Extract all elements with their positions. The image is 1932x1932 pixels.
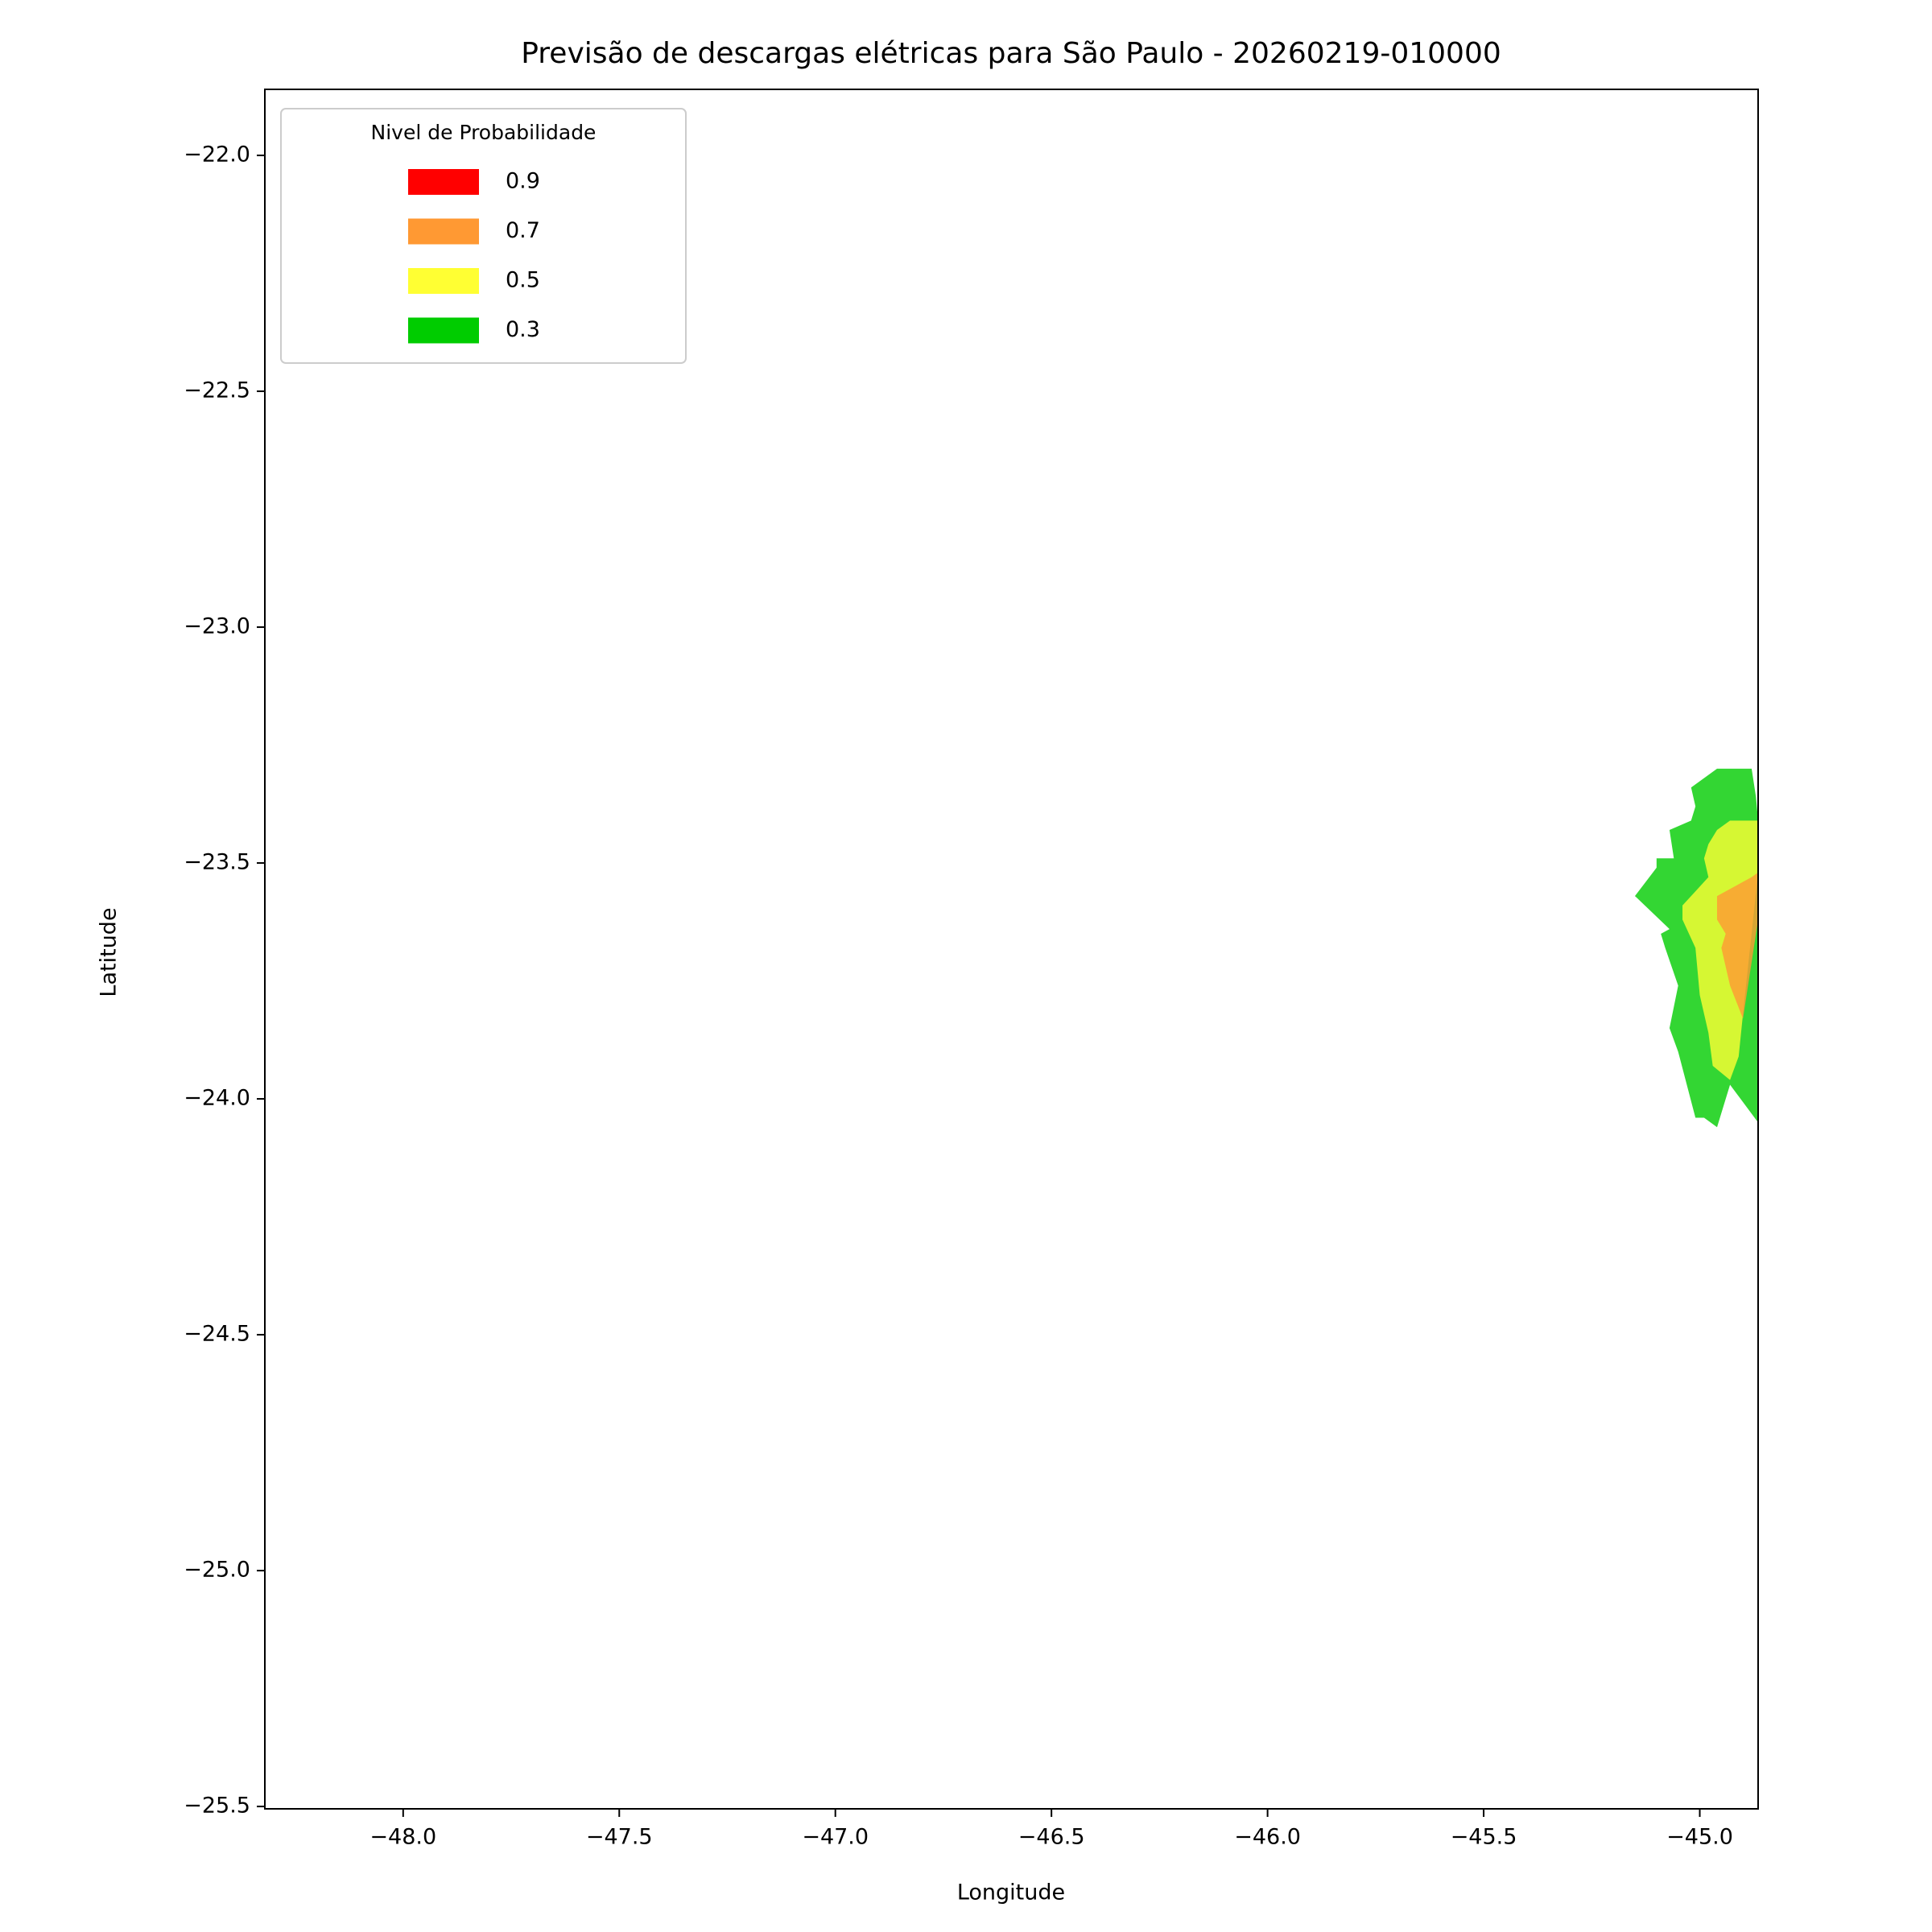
legend-label: 0.3 [506, 317, 540, 342]
legend-title: Nivel de Probabilidade [371, 121, 597, 144]
legend-swatch [408, 268, 479, 294]
legend-swatch [408, 218, 479, 245]
y-tick-label: −24.0 [184, 1086, 250, 1111]
legend-swatch [408, 169, 479, 195]
y-tick-label: −25.5 [184, 1794, 250, 1818]
y-tick-label: −23.5 [184, 850, 250, 875]
legend-label: 0.7 [506, 218, 540, 243]
legend-box [280, 108, 687, 364]
y-tick-label: −25.0 [184, 1558, 250, 1583]
plot-area [1634, 768, 1758, 1128]
x-tick-label: −45.0 [1666, 1825, 1733, 1850]
x-tick-label: −47.0 [802, 1825, 869, 1850]
y-tick-label: −22.5 [184, 378, 250, 403]
x-tick-label: −48.0 [369, 1825, 436, 1850]
y-tick-label: −24.5 [184, 1322, 250, 1347]
y-axis-label: Latitude [97, 907, 122, 997]
x-tick-label: −45.5 [1451, 1825, 1517, 1850]
axes-frame [264, 89, 1759, 1810]
x-tick-label: −46.5 [1018, 1825, 1085, 1850]
y-tick-label: −22.0 [184, 142, 250, 167]
x-tick-label: −46.0 [1234, 1825, 1301, 1850]
x-tick-label: −47.5 [586, 1825, 653, 1850]
contour-region [1716, 872, 1758, 1019]
x-axis-label: Longitude [957, 1880, 1065, 1905]
chart-title: Previsão de descargas elétricas para São… [521, 37, 1501, 70]
y-tick-label: −23.0 [184, 614, 250, 639]
legend-swatch [408, 317, 479, 344]
legend-label: 0.9 [506, 169, 540, 194]
legend-label: 0.5 [506, 268, 540, 293]
